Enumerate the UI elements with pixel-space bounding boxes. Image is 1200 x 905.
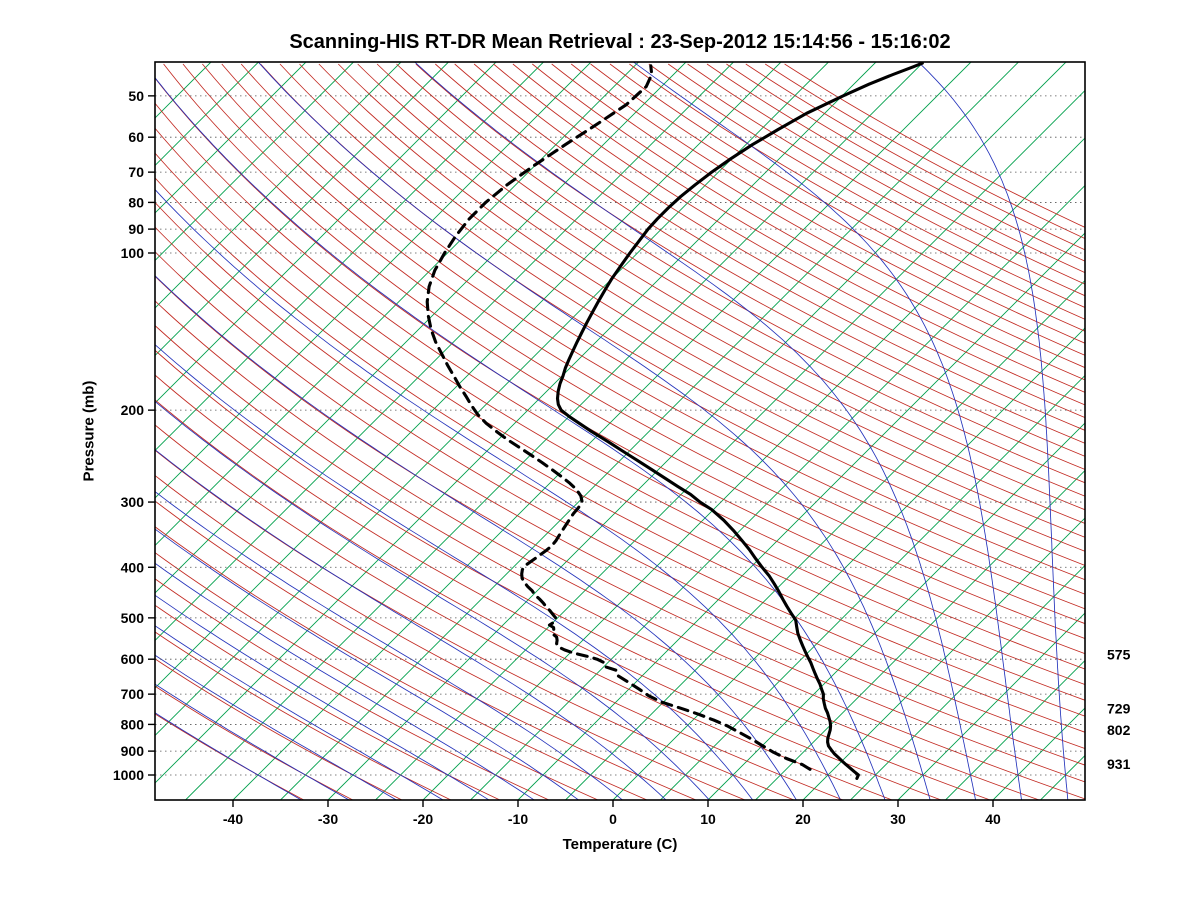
plot-area <box>0 54 1200 802</box>
pressure-tick-label: 300 <box>121 494 145 510</box>
temperature-tick-label: 40 <box>985 811 1001 827</box>
plot-frame <box>155 62 1085 800</box>
pressure-tick-label: 400 <box>121 559 145 575</box>
isotherm-lines <box>0 62 1200 800</box>
pressure-tick-label: 500 <box>121 610 145 626</box>
pressure-tick-label: 200 <box>121 402 145 418</box>
temperature-tick-label: 30 <box>890 811 906 827</box>
isobar-gridlines <box>155 96 1085 775</box>
cloud-level-label: 729 <box>1107 700 1131 716</box>
temperature-tick-label: -40 <box>223 811 243 827</box>
cloud-level-label: 802 <box>1107 722 1131 738</box>
axis-tick-labels: 5060708090100200300400500600700800900100… <box>113 88 1001 827</box>
cloud-level-label: 575 <box>1107 647 1131 663</box>
cloud-level-labels: 575 729 802 931 <box>1107 647 1131 772</box>
pressure-tick-label: 700 <box>121 686 145 702</box>
pressure-tick-label: 100 <box>121 245 145 261</box>
temperature-tick-label: -10 <box>508 811 528 827</box>
pressure-tick-label: 600 <box>121 651 145 667</box>
pressure-tick-label: 90 <box>128 221 144 237</box>
pressure-tick-label: 80 <box>128 194 144 210</box>
pressure-tick-label: 50 <box>128 88 144 104</box>
temperature-tick-label: 20 <box>795 811 811 827</box>
dry-adiabat-lines <box>0 64 1200 800</box>
temperature-tick-label: -20 <box>413 811 433 827</box>
cloud-level-label: 931 <box>1107 756 1131 772</box>
pressure-tick-label: 60 <box>128 129 144 145</box>
pressure-tick-label: 800 <box>121 716 145 732</box>
pressure-tick-label: 1000 <box>113 767 144 783</box>
pressure-tick-label: 70 <box>128 164 144 180</box>
pressure-tick-label: 900 <box>121 743 145 759</box>
temperature-tick-label: 10 <box>700 811 716 827</box>
temperature-tick-label: 0 <box>609 811 617 827</box>
temperature-tick-label: -30 <box>318 811 338 827</box>
